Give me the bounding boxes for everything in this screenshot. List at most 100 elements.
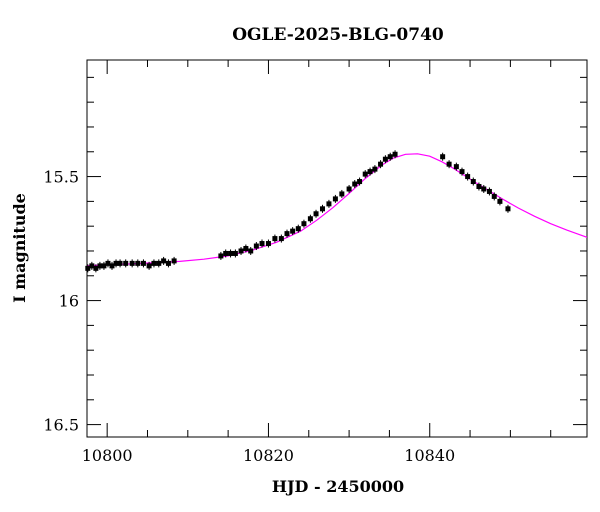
data-point: [486, 187, 492, 196]
data-point: [284, 229, 290, 238]
data-point: [278, 234, 284, 243]
point-marker: [486, 188, 492, 194]
data-point: [232, 249, 238, 258]
data-point: [307, 214, 313, 223]
point-marker: [372, 166, 378, 172]
data-point: [223, 249, 229, 258]
point-marker: [378, 161, 384, 167]
data-point: [465, 172, 471, 181]
point-marker: [387, 154, 393, 160]
point-marker: [223, 250, 229, 256]
point-marker: [362, 171, 368, 177]
data-point: [171, 256, 177, 265]
point-marker: [459, 169, 465, 175]
point-marker: [140, 260, 146, 266]
data-point: [319, 204, 325, 213]
x-tick-label: 10820: [243, 446, 294, 465]
point-marker: [301, 221, 307, 227]
data-point: [156, 259, 162, 268]
point-marker: [505, 206, 511, 212]
data-point: [161, 256, 167, 265]
point-marker: [491, 193, 497, 199]
data-point: [378, 160, 384, 169]
point-marker: [123, 260, 129, 266]
data-point: [248, 246, 254, 255]
point-marker: [497, 198, 503, 204]
point-marker: [326, 201, 332, 207]
data-point: [243, 244, 249, 253]
data-point: [295, 224, 301, 233]
data-point: [382, 155, 388, 164]
point-marker: [97, 263, 103, 269]
point-marker: [151, 260, 157, 266]
point-marker: [161, 258, 167, 264]
model-curve: [86, 153, 588, 267]
axis-ticks: [87, 60, 587, 437]
data-point: [497, 197, 503, 206]
data-point: [332, 194, 338, 203]
data-point: [339, 189, 345, 198]
point-marker: [307, 216, 313, 222]
point-marker: [85, 265, 91, 271]
data-point: [470, 177, 476, 186]
data-point: [93, 264, 99, 273]
data-point: [105, 259, 111, 268]
point-marker: [339, 191, 345, 197]
data-point: [459, 167, 465, 176]
data-point: [352, 180, 358, 189]
data-point: [123, 259, 129, 268]
point-marker: [476, 183, 482, 189]
data-point: [272, 234, 278, 243]
point-marker: [295, 226, 301, 232]
data-point: [481, 184, 487, 193]
point-marker: [101, 263, 107, 269]
plot-frame: [86, 59, 588, 438]
x-tick-label: 10840: [404, 446, 455, 465]
point-marker: [129, 260, 135, 266]
data-point: [140, 259, 146, 268]
data-points-group: [85, 150, 511, 273]
data-point: [505, 204, 511, 213]
data-point: [392, 150, 398, 159]
data-point: [362, 170, 368, 179]
point-marker: [165, 260, 171, 266]
point-marker: [113, 260, 119, 266]
point-marker: [272, 236, 278, 242]
point-marker: [367, 169, 373, 175]
data-point: [85, 264, 91, 273]
point-marker: [278, 236, 284, 242]
data-point: [117, 259, 123, 268]
x-tick-label: 10800: [82, 446, 133, 465]
data-point: [146, 261, 152, 270]
data-point: [387, 152, 393, 161]
data-point: [301, 219, 307, 228]
point-marker: [238, 248, 244, 254]
y-tick-label: 15.5: [43, 168, 79, 187]
point-marker: [352, 181, 358, 187]
data-point: [89, 261, 95, 270]
point-marker: [218, 253, 224, 259]
data-point: [326, 199, 332, 208]
data-point: [113, 259, 119, 268]
data-point: [151, 259, 157, 268]
point-marker: [284, 231, 290, 237]
data-point: [228, 249, 234, 258]
point-marker: [248, 248, 254, 254]
y-tick-label: 16.5: [43, 416, 79, 435]
point-marker: [105, 260, 111, 266]
point-marker: [171, 258, 177, 264]
model-curve-group: [86, 153, 588, 267]
point-marker: [243, 246, 249, 251]
data-point: [346, 184, 352, 193]
point-marker: [135, 260, 141, 266]
data-point: [453, 162, 459, 171]
point-marker: [232, 250, 238, 256]
chart-title: OGLE-2025-BLG-0740: [232, 25, 444, 45]
point-marker: [446, 161, 452, 167]
point-marker: [290, 228, 296, 234]
point-marker: [265, 241, 271, 247]
point-marker: [259, 241, 265, 247]
data-point: [440, 152, 446, 161]
point-marker: [440, 154, 446, 160]
point-marker: [453, 164, 459, 170]
